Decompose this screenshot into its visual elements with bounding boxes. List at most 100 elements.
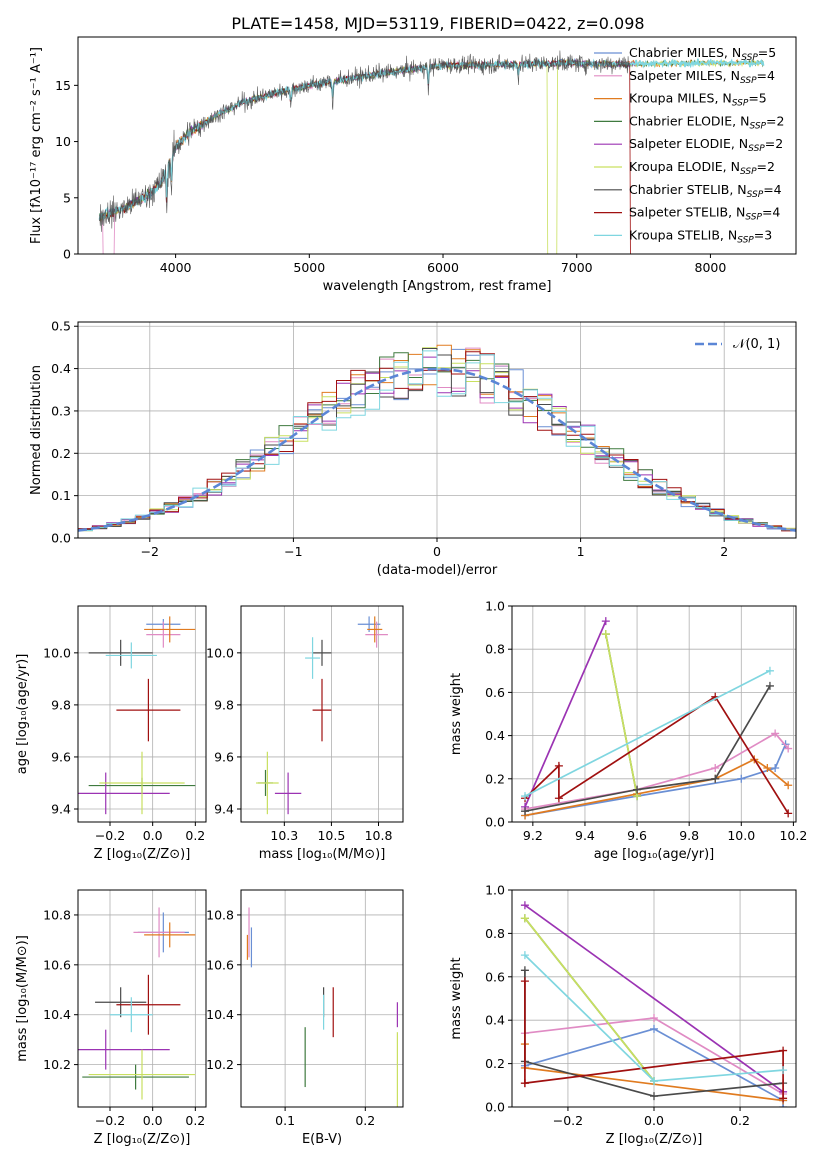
errorbar-point xyxy=(78,772,170,815)
series-marker xyxy=(601,630,610,639)
series-marker xyxy=(520,901,529,910)
mass_vs_Z-xlabel: Z [log₁₀(Z/Z⊙)] xyxy=(94,1132,191,1147)
series-marker xyxy=(650,1014,658,1023)
series-marker xyxy=(779,1094,788,1103)
y-tick-label: 0.1 xyxy=(51,488,71,503)
y-tick-label: 10.8 xyxy=(43,907,71,922)
legend-label: Kroupa ELODIE, NSSP=2 xyxy=(629,159,775,177)
y-tick-label: 0.2 xyxy=(485,1056,505,1071)
series-salpeter-stelib xyxy=(520,977,788,1103)
errorbar-point xyxy=(312,678,332,742)
legend-label: Kroupa MILES, NSSP=5 xyxy=(629,91,767,109)
series-marker xyxy=(737,774,746,783)
spectrum-panel: 4000 5000 6000 7000 8000 0 5 10 15 wavelength [An… xyxy=(29,36,797,294)
errorbar-point xyxy=(88,639,153,666)
series-kroupa-elodie xyxy=(601,630,642,801)
spectrum-ylabel: Flux [fλ10⁻¹⁷ erg cm⁻² s⁻¹ A⁻¹] xyxy=(29,47,44,244)
series-marker xyxy=(633,785,642,794)
legend-label: Chabrier MILES, NSSP=5 xyxy=(629,45,776,63)
series-chabrier-stelib xyxy=(521,681,774,816)
x-tick-label: 10.5 xyxy=(317,828,345,843)
y-tick-label: 9.8 xyxy=(51,697,71,712)
spectrum-line-salpeter-stelib xyxy=(99,59,631,254)
y-tick-label: 0.4 xyxy=(485,728,505,743)
series-marker xyxy=(765,666,774,675)
errorbar-point xyxy=(274,772,302,815)
legend-label: 𝒩(0, 1) xyxy=(733,337,780,352)
mass_vs_Z-panel: −0.2 0.0 0.2 10.2 10.4 10.6 10.8 Z [log₁₀(Z/Z⊙)… xyxy=(15,889,207,1147)
series-line xyxy=(524,917,655,1082)
massweight_vs_age-panel: 9.2 9.4 9.6 9.8 10.0 10.2 0.0 0.2 0.4 0.6 0.8 1.0 ag… xyxy=(449,599,807,863)
x-tick-label: 1 xyxy=(577,544,585,559)
x-tick-label: 9.2 xyxy=(523,828,543,843)
errorbar-point xyxy=(144,616,196,643)
errorbar-point xyxy=(133,907,185,958)
y-tick-label: 0.3 xyxy=(51,403,71,418)
errorbar-point xyxy=(88,1049,196,1100)
x-tick-label: 0.1 xyxy=(275,1113,295,1128)
errorbar-point xyxy=(146,621,181,648)
y-tick-label: 10.2 xyxy=(206,1057,234,1072)
y-tick-label: 10.2 xyxy=(43,1057,71,1072)
series-kroupa-stelib xyxy=(520,951,788,1085)
y-tick-label: 0.8 xyxy=(485,642,505,657)
series-marker xyxy=(520,977,529,986)
legend-label: Kroupa STELIB, NSSP=3 xyxy=(629,227,772,245)
spectrum-line-chabrier-stelib xyxy=(99,50,631,232)
legend-label: Chabrier STELIB, NSSP=4 xyxy=(629,182,782,200)
y-tick-label: 0.0 xyxy=(51,531,71,546)
series-marker xyxy=(520,951,529,960)
massweight_vs_age-plot-area xyxy=(521,617,793,820)
mass_vs_ebv-xlabel: E(B-V) xyxy=(302,1132,342,1147)
series-marker xyxy=(779,1066,788,1075)
x-tick-label: 9.8 xyxy=(679,828,699,843)
errorbar-point xyxy=(99,751,185,815)
x-tick-label: 6000 xyxy=(427,260,459,275)
x-tick-label: 0.0 xyxy=(143,828,163,843)
series-salpeter-miles xyxy=(521,729,793,814)
age_vs_mass-panel: 10.3 10.5 10.8 9.4 9.6 9.8 10.0 mass [log₁₀(M/M… xyxy=(206,605,404,862)
x-tick-label: 0 xyxy=(433,544,441,559)
series-marker xyxy=(763,764,772,772)
residuals-xlabel: (data-model)/error xyxy=(377,563,498,578)
series-marker xyxy=(711,764,720,772)
x-tick-label: 0.2 xyxy=(730,1113,750,1128)
series-marker xyxy=(779,1046,788,1055)
y-tick-label: 1.0 xyxy=(485,883,505,898)
series-line xyxy=(524,732,789,810)
residuals-ylabel: Normed distribution xyxy=(29,365,44,495)
age_vs_mass-frame xyxy=(240,605,404,823)
y-tick-label: 0.4 xyxy=(51,361,71,376)
x-tick-label: 0.0 xyxy=(143,1113,163,1128)
y-tick-label: 15 xyxy=(55,78,71,93)
age_vs_mass-xlabel: mass [log₁₀(M/M⊙)] xyxy=(259,847,386,862)
y-tick-label: 10.6 xyxy=(206,957,234,972)
series-line xyxy=(604,633,638,797)
spectrum-line-salpeter-miles xyxy=(99,59,638,254)
errorbar-point xyxy=(110,997,153,1033)
x-tick-label: −1 xyxy=(284,544,302,559)
mass_vs_ebv-panel: 0.1 0.2 10.2 10.4 10.6 10.8 E(B-V) xyxy=(206,889,404,1147)
y-tick-label: 10.6 xyxy=(43,957,71,972)
errorbar-point xyxy=(116,678,181,742)
series-line xyxy=(524,904,784,1093)
x-tick-label: 5000 xyxy=(293,260,325,275)
x-tick-label: −2 xyxy=(141,544,159,559)
y-tick-label: 5 xyxy=(63,190,71,205)
series-marker xyxy=(650,1092,658,1101)
series-line xyxy=(524,670,771,797)
series-marker xyxy=(784,781,793,790)
massweight_vs_Z-xlabel: Z [log₁₀(Z/Z⊙)] xyxy=(606,1132,703,1147)
age_vs_Z-frame xyxy=(77,605,207,823)
series-marker xyxy=(765,681,774,690)
legend-label: Salpeter MILES, NSSP=4 xyxy=(629,68,775,86)
mass_vs_Z-plot-area xyxy=(78,907,196,1100)
x-tick-label: 10.2 xyxy=(779,828,807,843)
spectrum-xlabel: wavelength [Angstrom, rest frame] xyxy=(323,279,552,294)
x-tick-label: 10.3 xyxy=(270,828,298,843)
x-tick-label: 7000 xyxy=(561,260,593,275)
y-tick-label: 9.4 xyxy=(214,801,234,816)
residuals-panel: −2 −1 0 1 2 0.0 0.1 0.2 0.3 0.4 0.5 (data-model)/er… xyxy=(29,319,797,578)
residuals-plot-area xyxy=(78,344,796,538)
